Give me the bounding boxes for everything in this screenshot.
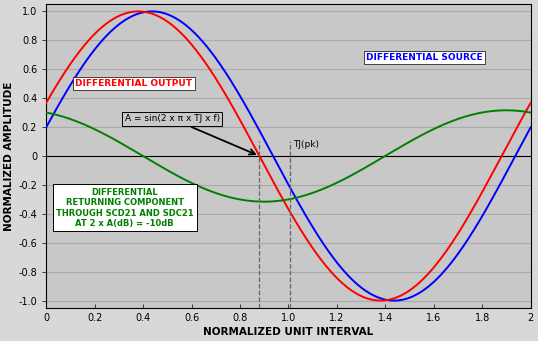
Text: DIFFERENTIAL OUTPUT: DIFFERENTIAL OUTPUT	[75, 79, 192, 88]
Y-axis label: NORMALIZED AMPLITUDE: NORMALIZED AMPLITUDE	[4, 81, 14, 231]
Text: A = sin(2 x π x TJ x f): A = sin(2 x π x TJ x f)	[125, 114, 255, 154]
Text: TJ(pk): TJ(pk)	[293, 140, 320, 149]
Text: DIFFERENTIAL SOURCE: DIFFERENTIAL SOURCE	[366, 53, 483, 62]
X-axis label: NORMALIZED UNIT INTERVAL: NORMALIZED UNIT INTERVAL	[203, 327, 373, 337]
Text: DIFFERENTIAL
RETURNING COMPONENT
THROUGH SCD21 AND SDC21
AT 2 x A(dB) = -10dB: DIFFERENTIAL RETURNING COMPONENT THROUGH…	[56, 188, 194, 228]
